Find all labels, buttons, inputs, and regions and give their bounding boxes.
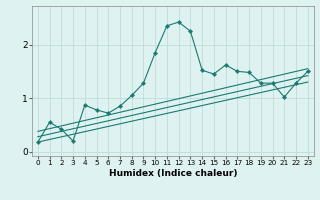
X-axis label: Humidex (Indice chaleur): Humidex (Indice chaleur) [108, 169, 237, 178]
